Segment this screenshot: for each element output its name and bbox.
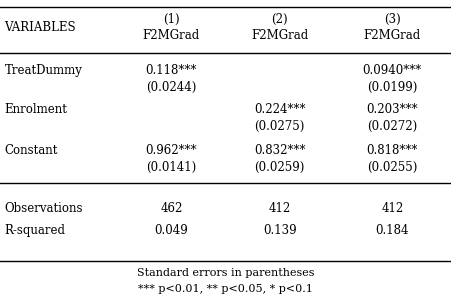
Text: Constant: Constant	[5, 144, 58, 157]
Text: (0.0141): (0.0141)	[146, 161, 197, 174]
Text: F2MGrad: F2MGrad	[364, 30, 421, 42]
Text: (0.0255): (0.0255)	[367, 161, 418, 174]
Text: 0.184: 0.184	[376, 224, 409, 237]
Text: 0.139: 0.139	[263, 224, 296, 237]
Text: 0.962***: 0.962***	[146, 144, 197, 157]
Text: 412: 412	[268, 202, 291, 215]
Text: Standard errors in parentheses: Standard errors in parentheses	[137, 268, 314, 278]
Text: Observations: Observations	[5, 202, 83, 215]
Text: 0.049: 0.049	[155, 224, 188, 237]
Text: 462: 462	[160, 202, 183, 215]
Text: 0.203***: 0.203***	[367, 103, 418, 116]
Text: TreatDummy: TreatDummy	[5, 64, 83, 77]
Text: (0.0259): (0.0259)	[254, 161, 305, 174]
Text: (0.0199): (0.0199)	[367, 81, 418, 94]
Text: 0.818***: 0.818***	[367, 144, 418, 157]
Text: VARIABLES: VARIABLES	[5, 21, 76, 34]
Text: F2MGrad: F2MGrad	[143, 30, 200, 42]
Text: 412: 412	[381, 202, 404, 215]
Text: F2MGrad: F2MGrad	[251, 30, 308, 42]
Text: R-squared: R-squared	[5, 224, 65, 237]
Text: 0.832***: 0.832***	[254, 144, 305, 157]
Text: (1): (1)	[163, 13, 179, 26]
Text: 0.0940***: 0.0940***	[363, 64, 422, 77]
Text: *** p<0.01, ** p<0.05, * p<0.1: *** p<0.01, ** p<0.05, * p<0.1	[138, 283, 313, 294]
Text: 0.118***: 0.118***	[146, 64, 197, 77]
Text: (0.0244): (0.0244)	[146, 81, 197, 94]
Text: (0.0272): (0.0272)	[367, 119, 418, 132]
Text: Enrolment: Enrolment	[5, 103, 67, 116]
Text: 0.224***: 0.224***	[254, 103, 305, 116]
Text: (2): (2)	[272, 13, 288, 26]
Text: (0.0275): (0.0275)	[254, 119, 305, 132]
Text: (3): (3)	[384, 13, 401, 26]
